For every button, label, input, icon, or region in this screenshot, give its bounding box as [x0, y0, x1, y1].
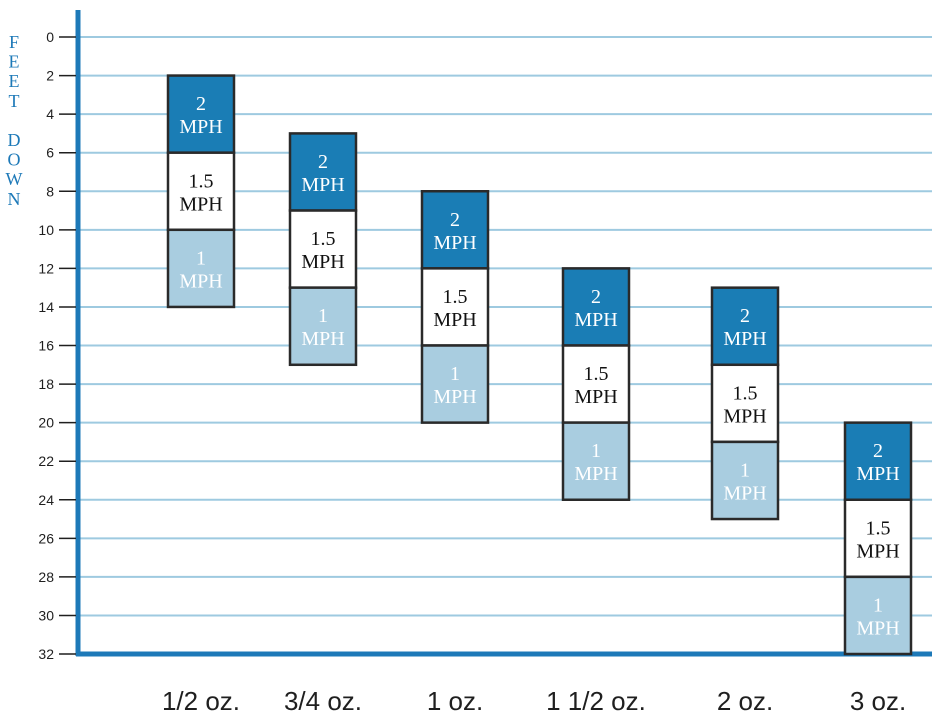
bar-label-value: 2 — [873, 440, 883, 462]
bar-segment-15mph-3 — [561, 344, 631, 424]
y-axis-title-letter: E — [9, 52, 20, 72]
bar-label-unit: MPH — [574, 463, 617, 485]
x-category-labels: 1/2 oz. 3/4 oz. 1 oz. 1 1/2 oz. 2 oz. 3 oz. — [162, 686, 906, 716]
bar-label-value: 1 — [318, 305, 328, 327]
bar-label-unit: MPH — [433, 232, 476, 254]
y-tick-label: 6 — [46, 145, 54, 161]
bar-label-value: 1 — [873, 594, 883, 616]
bar-label-value: 1.5 — [733, 382, 758, 404]
bar-segment-15mph-1 — [288, 209, 358, 289]
bar-label-value: 1 — [450, 363, 460, 385]
bar-label-value: 1 — [740, 459, 750, 481]
y-tick-label: 26 — [38, 530, 54, 546]
bar-segment-2mph-5 — [843, 421, 913, 501]
y-axis-title-letter: W — [6, 169, 23, 189]
bar-segment-15mph-4 — [710, 363, 780, 444]
bar-label-value: 2 — [196, 93, 206, 115]
bar-segment-1mph-1 — [288, 286, 358, 367]
bar-label-value: 1.5 — [443, 286, 468, 308]
y-tick-label: 20 — [38, 415, 54, 431]
y-axis-title-letter: N — [8, 189, 21, 209]
bar-label-unit: MPH — [856, 617, 899, 639]
y-axis-title-letter: D — [8, 130, 21, 150]
bar-segment-15mph-0 — [166, 151, 236, 232]
y-tick-label: 4 — [46, 106, 54, 122]
y-axis-title-letter: O — [8, 150, 21, 170]
bar-label-unit: MPH — [301, 174, 344, 196]
bar-label-unit: MPH — [723, 405, 766, 427]
y-tick-label: 18 — [38, 376, 54, 392]
bar-label-unit: MPH — [574, 309, 617, 331]
y-axis-title-letter: T — [9, 91, 20, 111]
y-tick-label: 0 — [46, 29, 54, 45]
bar-label-unit: MPH — [179, 116, 222, 138]
bar-segment-2mph-1 — [288, 132, 358, 212]
bar-label-value: 2 — [740, 305, 750, 327]
bar-segment-1mph-5 — [843, 575, 913, 656]
bar-segment-15mph-5 — [843, 498, 913, 579]
bar-label-unit: MPH — [856, 540, 899, 562]
bar-label-value: 1 — [196, 247, 206, 269]
bar-segment-1mph-2 — [420, 344, 490, 424]
bar-segment-15mph-2 — [420, 267, 490, 347]
bar-label-value: 1.5 — [189, 170, 214, 192]
y-tick-label: 28 — [38, 569, 54, 585]
bar-segment-2mph-0 — [166, 74, 236, 154]
bar-label-value: 1.5 — [584, 363, 609, 385]
y-tick-label: 22 — [38, 453, 54, 469]
bar-label-value: 2 — [591, 286, 601, 308]
bar-label-value: 1.5 — [866, 517, 891, 539]
y-tick-label: 14 — [38, 299, 54, 315]
y-tick-label: 30 — [38, 607, 54, 623]
bar-label-unit: MPH — [179, 193, 222, 215]
bar-label-unit: MPH — [433, 386, 476, 408]
bar-segment-2mph-4 — [710, 286, 780, 367]
bar-label-unit: MPH — [574, 386, 617, 408]
bar-label-value: 1 — [591, 440, 601, 462]
bar-label-unit: MPH — [433, 309, 476, 331]
bar-label-value: 2 — [450, 209, 460, 231]
bar-label-unit: MPH — [301, 251, 344, 273]
y-tick-label: 8 — [46, 183, 54, 199]
x-category-label: 1 1/2 oz. — [546, 686, 646, 716]
y-tick-label: 12 — [38, 260, 54, 276]
bar-label-unit: MPH — [179, 270, 222, 292]
bar-label-unit: MPH — [723, 482, 766, 504]
x-category-label: 3 oz. — [850, 686, 906, 716]
bar-segment-1mph-3 — [561, 421, 631, 501]
x-category-label: 2 oz. — [717, 686, 773, 716]
bar-label-unit: MPH — [723, 328, 766, 350]
bar-label-value: 2 — [318, 151, 328, 173]
x-category-label: 1 oz. — [427, 686, 483, 716]
bar-label-unit: MPH — [856, 463, 899, 485]
y-tick-label: 10 — [38, 222, 54, 238]
y-tick-label: 32 — [38, 646, 54, 662]
bar-segment-1mph-4 — [710, 440, 780, 521]
x-category-label: 3/4 oz. — [284, 686, 362, 716]
y-tick-label: 2 — [46, 68, 54, 84]
y-tick-label: 24 — [38, 492, 54, 508]
x-category-label: 1/2 oz. — [162, 686, 240, 716]
bar-segment-1mph-0 — [166, 228, 236, 309]
y-axis-title-letter: F — [9, 32, 19, 52]
y-axis-title-letter: E — [9, 71, 20, 91]
bar-label-unit: MPH — [301, 328, 344, 350]
bar-label-value: 1.5 — [311, 228, 336, 250]
bar-segment-2mph-2 — [420, 190, 490, 270]
axes — [75, 10, 932, 657]
y-tick-label: 16 — [38, 338, 54, 354]
